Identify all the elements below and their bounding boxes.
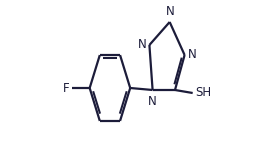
Text: N: N — [137, 38, 146, 51]
Text: N: N — [188, 48, 197, 61]
Text: N: N — [147, 95, 156, 108]
Text: N: N — [166, 5, 174, 18]
Text: F: F — [63, 82, 70, 94]
Text: SH: SH — [195, 87, 211, 100]
